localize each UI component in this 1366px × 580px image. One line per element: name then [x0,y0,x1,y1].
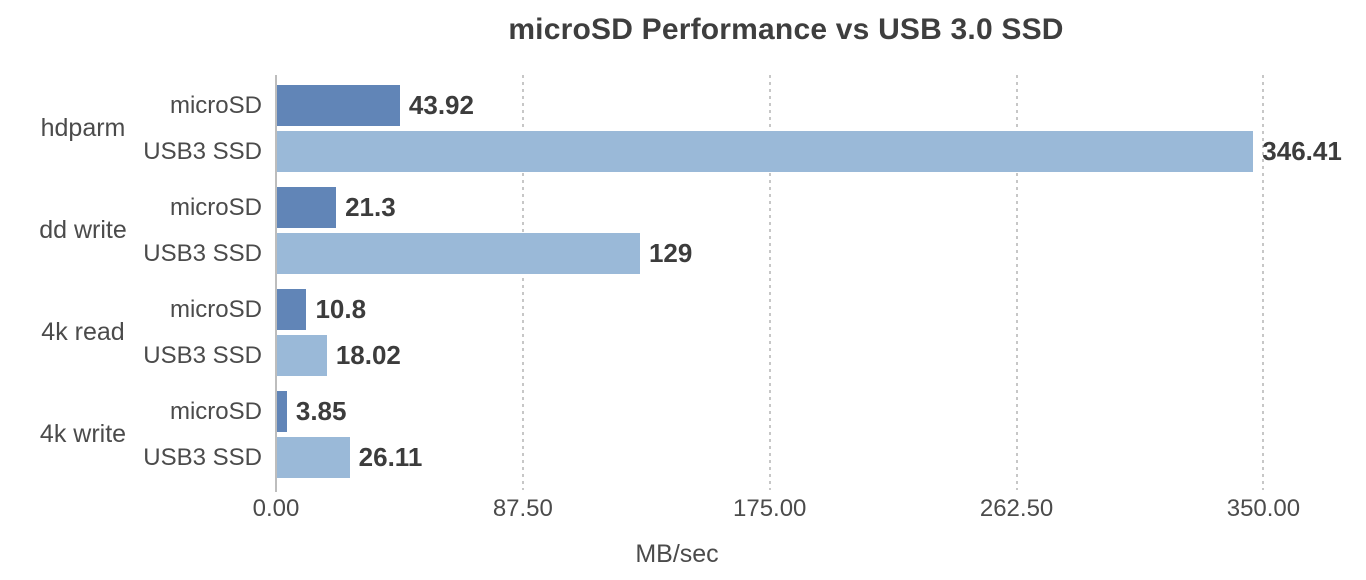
gridline [1015,75,1018,490]
x-axis-title: MB/sec [635,540,719,568]
bar [277,437,350,478]
x-tick-label: 262.50 [979,495,1054,522]
category-label: 4k read [41,318,125,346]
gridline [768,75,771,490]
series-label: microSD [169,295,262,323]
chart-title: microSD Performance vs USB 3.0 SSD [508,13,1064,46]
gridline [521,75,524,490]
x-tick-label: 0.00 [252,495,300,522]
bar-value-label: 346.41 [1262,136,1342,166]
bar [277,187,337,228]
bar-value-label: 18.02 [335,340,401,370]
series-label: USB3 SSD [143,239,262,267]
x-tick-label: 350.00 [1226,495,1301,522]
bar-value-label: 21.3 [345,192,396,222]
bar-value-label: 3.85 [295,396,347,426]
category-label: dd write [39,216,127,244]
series-label: microSD [169,91,262,119]
bar [277,233,640,274]
bar-value-label: 43.92 [408,90,474,120]
y-axis-line [275,75,277,492]
category-label: 4k write [39,420,127,448]
gridline [1262,75,1265,490]
series-label: USB3 SSD [143,443,262,471]
bar [277,85,400,126]
series-label: USB3 SSD [143,341,262,369]
category-label: hdparm [40,114,126,142]
series-label: microSD [169,397,262,425]
bar [277,131,1254,172]
bar-value-label: 26.11 [358,442,423,472]
series-label: USB3 SSD [143,137,262,165]
bar [277,335,327,376]
x-tick-label: 175.00 [733,495,807,522]
series-label: microSD [169,193,262,221]
x-tick-label: 87.50 [492,495,553,522]
bar-value-label: 129 [648,238,693,268]
bar-value-label: 10.8 [315,294,367,324]
bar [277,391,287,432]
bar [277,289,307,330]
